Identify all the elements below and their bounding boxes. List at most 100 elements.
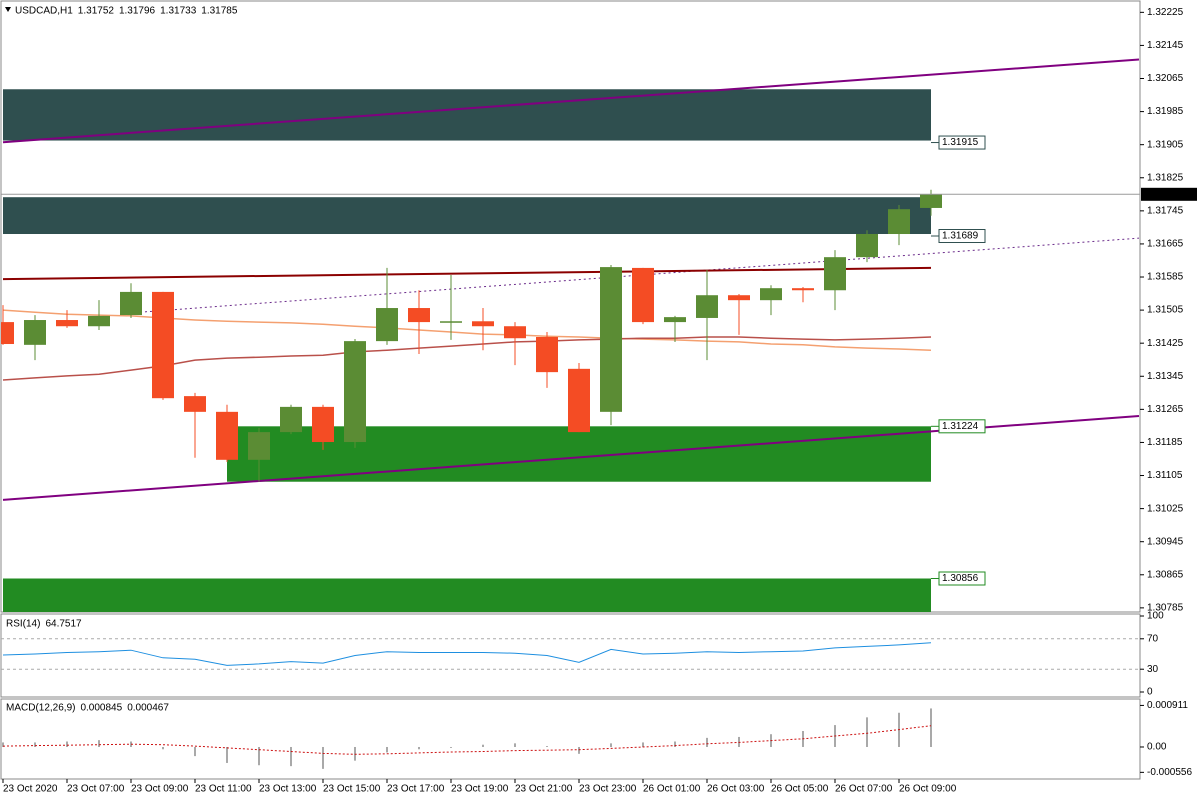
- candle-body: [920, 194, 942, 208]
- macd-bar: [66, 741, 68, 747]
- candle-body: [24, 320, 46, 345]
- y-tick-label: 1.31425: [1147, 338, 1184, 349]
- zone: [3, 197, 931, 235]
- macd-bar: [642, 742, 644, 747]
- y-tick-label: 1.31345: [1147, 371, 1184, 382]
- candle-body: [824, 257, 846, 291]
- x-tick-label: 23 Oct 21:00: [515, 784, 573, 795]
- x-tick-label: 26 Oct 01:00: [643, 784, 701, 795]
- header-text: 1.31796: [119, 6, 156, 17]
- y-tick-label: 0.000911: [1147, 700, 1188, 711]
- candle-body: [184, 396, 206, 412]
- signal-line: [2, 725, 932, 755]
- candle-body: [408, 308, 430, 323]
- macd-bar: [514, 743, 516, 747]
- x-tick-label: 23 Oct 17:00: [387, 784, 445, 795]
- x-tick-label: 23 Oct 15:00: [323, 784, 381, 795]
- y-tick-label: 0.00: [1147, 742, 1167, 753]
- zone-label: 1.31689: [942, 231, 979, 242]
- candle-body: [376, 308, 398, 342]
- y-tick-label: 1.31825: [1147, 172, 1184, 183]
- macd-bar: [706, 737, 708, 747]
- main-plot: [1, 58, 1140, 612]
- y-tick-label: 100: [1147, 611, 1164, 622]
- zone-label-box: [938, 229, 986, 244]
- current-price-box: [1141, 187, 1197, 201]
- y-tick-label: 1.31025: [1147, 503, 1184, 514]
- y-tick-label: 1.31985: [1147, 106, 1184, 117]
- header-text: 0.000467: [127, 703, 169, 714]
- y-tick-label: 0: [1147, 687, 1153, 698]
- x-tick-label: 23 Oct 11:00: [195, 784, 252, 795]
- candle-body: [664, 317, 686, 323]
- y-tick-label: 1.31105: [1147, 470, 1183, 481]
- candle-body: [568, 368, 590, 433]
- candle-body: [120, 291, 142, 316]
- zone-label-box: [938, 571, 986, 586]
- macd-bar: [418, 746, 420, 750]
- zone-label: 1.31915: [942, 137, 979, 148]
- candle-body: [280, 406, 302, 433]
- y-tick-label: 30: [1147, 664, 1159, 675]
- x-tick-label: 26 Oct 03:00: [707, 784, 765, 795]
- macd-bar: [290, 746, 292, 767]
- macd-bar: [578, 746, 580, 754]
- x-tick-label: 23 Oct 13:00: [259, 784, 317, 795]
- x-tick-label: 26 Oct 07:00: [835, 784, 893, 795]
- y-tick-label: 1.32145: [1147, 40, 1184, 51]
- macd-bar: [34, 742, 36, 747]
- x-tick-label: 23 Oct 19:00: [451, 784, 509, 795]
- candle-body: [888, 209, 910, 235]
- x-tick-label: 23 Oct 2020: [3, 784, 58, 795]
- zone-label-box: [938, 135, 986, 150]
- header-text: 0.000845: [80, 703, 122, 714]
- zone: [3, 578, 931, 612]
- y-tick-label: 1.30785: [1147, 603, 1184, 614]
- y-tick-label: 70: [1147, 633, 1159, 644]
- macd-bar: [386, 746, 388, 753]
- y-tick-label: 1.30865: [1147, 569, 1184, 580]
- candle-body: [792, 288, 814, 291]
- symbol-menu[interactable]: [5, 7, 11, 12]
- candle-body: [216, 411, 238, 460]
- macd-bar: [674, 741, 676, 747]
- candle-body: [504, 326, 526, 339]
- candle-body: [760, 288, 782, 301]
- candle-body: [1, 322, 14, 345]
- header-text: RSI(14): [6, 619, 40, 630]
- x-tick-label: 23 Oct 09:00: [131, 784, 189, 795]
- y-tick-label: 1.31185: [1147, 437, 1183, 448]
- candle-body: [536, 336, 558, 373]
- y-tick-label: 1.31265: [1147, 404, 1184, 415]
- candle-body: [632, 267, 654, 323]
- macd-bar: [610, 743, 612, 747]
- candle-body: [696, 295, 718, 318]
- y-tick-label: -0.000556: [1147, 767, 1192, 778]
- y-tick-label: 1.32225: [1147, 7, 1184, 18]
- candle-body: [472, 321, 494, 327]
- header-text: 1.31785: [201, 6, 238, 17]
- y-tick-label: 1.31905: [1147, 139, 1184, 150]
- candle-body: [312, 406, 334, 443]
- header-text: USDCAD,H1: [15, 6, 73, 17]
- zone-label: 1.31224: [942, 421, 979, 432]
- macd-bar: [450, 746, 452, 748]
- macd-bar: [258, 746, 260, 766]
- candle-body: [856, 234, 878, 258]
- macd-bar: [482, 744, 484, 747]
- header-text: 1.31752: [78, 6, 115, 17]
- x-tick-label: 26 Oct 09:00: [899, 784, 957, 795]
- overlay: 1.32225 1.32145 1.32065 1.31985 1.31905 1.318…: [1, 6, 1197, 795]
- candle-body: [600, 267, 622, 412]
- macd-bar: [162, 746, 164, 750]
- candle-body: [344, 341, 366, 443]
- macd-panel: [0, 698, 1141, 780]
- header-text: 64.7517: [45, 619, 82, 630]
- y-tick-label: 1.31745: [1147, 205, 1184, 216]
- candle-body: [728, 295, 750, 301]
- x-tick-label: 23 Oct 07:00: [67, 784, 125, 795]
- macd-bar: [322, 746, 324, 769]
- macd-bar: [930, 708, 932, 747]
- candle-body: [152, 291, 174, 399]
